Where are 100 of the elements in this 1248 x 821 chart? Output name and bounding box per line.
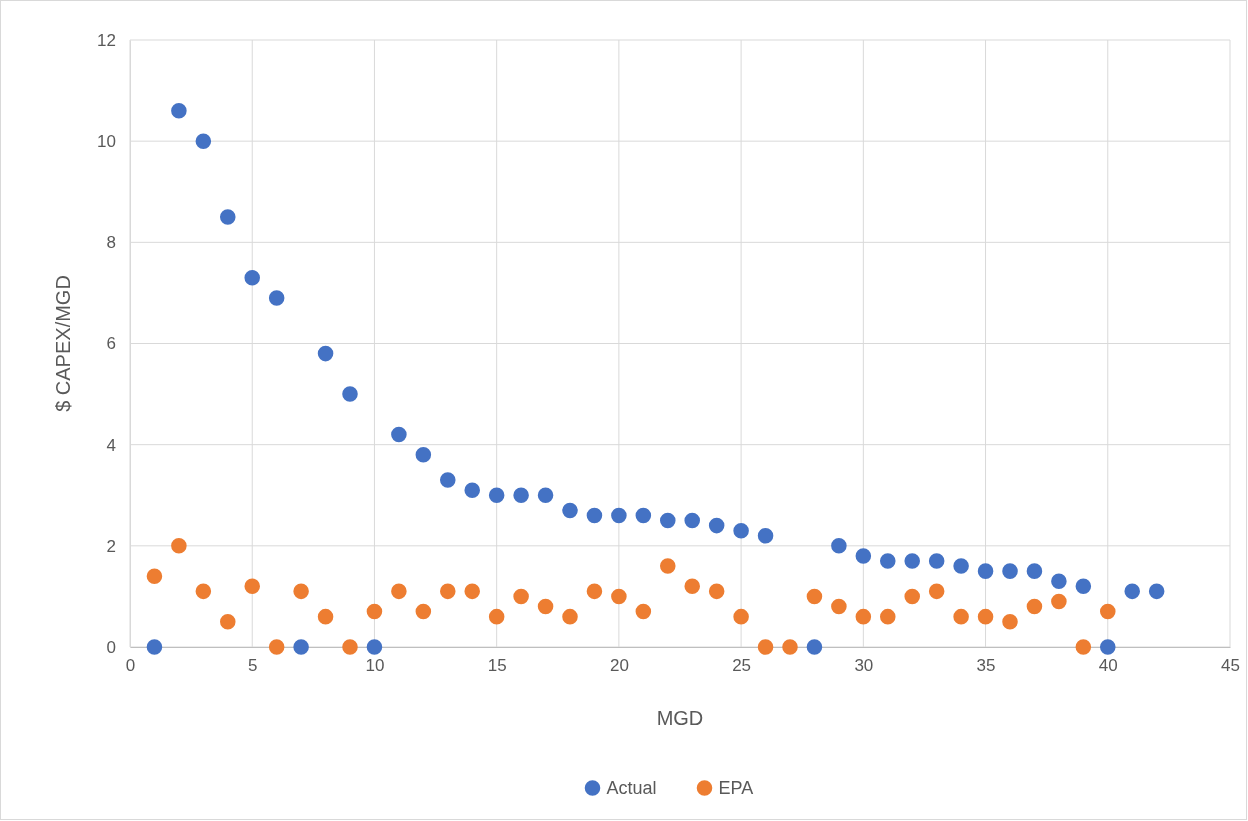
point <box>611 588 627 605</box>
point <box>611 507 627 524</box>
point <box>293 639 309 655</box>
y-tick-label: 8 <box>106 233 116 253</box>
point <box>855 548 872 564</box>
x-tick-label: 45 <box>1221 656 1240 676</box>
point <box>268 639 285 655</box>
point <box>464 482 480 498</box>
point <box>1100 603 1116 620</box>
point <box>488 608 505 625</box>
point <box>953 558 969 574</box>
point <box>928 583 945 600</box>
x-tick-label: 40 <box>1098 656 1118 676</box>
point <box>195 583 212 600</box>
point <box>782 639 798 655</box>
point <box>1002 563 1018 579</box>
point <box>757 639 774 655</box>
point <box>366 603 383 620</box>
point <box>708 517 725 534</box>
point <box>880 553 896 569</box>
point <box>171 538 187 554</box>
point <box>880 608 896 625</box>
point <box>562 608 578 625</box>
x-axis-title: MGD <box>656 707 704 729</box>
point <box>317 345 334 362</box>
point <box>1026 598 1043 615</box>
y-tick-label: 0 <box>106 637 116 657</box>
point <box>1051 593 1067 610</box>
point <box>317 608 334 625</box>
point <box>415 603 432 620</box>
point <box>488 487 505 504</box>
point <box>513 588 529 605</box>
legend-label: Actual <box>606 778 657 798</box>
x-tick-label: 5 <box>247 656 258 676</box>
x-tick-label: 35 <box>976 656 996 676</box>
point <box>146 568 163 584</box>
point <box>537 487 554 504</box>
point <box>1075 639 1092 655</box>
x-tick-label: 0 <box>125 656 136 676</box>
point <box>684 578 700 595</box>
x-tick-label: 15 <box>487 656 507 676</box>
point <box>1002 613 1018 630</box>
x-tick-label: 20 <box>609 656 629 676</box>
y-tick-label: 12 <box>97 30 116 50</box>
point <box>928 553 945 569</box>
y-tick-label: 2 <box>106 536 116 556</box>
point <box>513 487 529 504</box>
point <box>391 583 407 600</box>
point <box>977 608 994 625</box>
point <box>1124 583 1140 600</box>
point <box>440 583 456 600</box>
point <box>464 583 480 600</box>
point <box>977 563 994 579</box>
point <box>391 426 407 443</box>
point <box>635 507 652 524</box>
point <box>831 598 847 615</box>
point <box>342 386 358 402</box>
point <box>733 608 749 625</box>
point <box>146 639 163 655</box>
point <box>244 578 260 595</box>
point <box>904 553 920 569</box>
point <box>293 583 309 600</box>
x-tick-label: 30 <box>854 656 874 676</box>
point <box>1148 583 1165 600</box>
point <box>342 639 358 655</box>
point <box>195 133 212 149</box>
point <box>268 290 285 306</box>
point <box>1026 563 1043 579</box>
y-axis-title: $ CAPEX/MGD <box>52 275 74 412</box>
x-tick-label: 10 <box>365 656 385 676</box>
point <box>806 639 823 655</box>
point <box>953 608 969 625</box>
point <box>440 472 456 488</box>
point <box>1051 573 1067 589</box>
point <box>831 538 847 554</box>
point <box>220 613 236 630</box>
point <box>244 269 260 286</box>
point <box>733 522 749 539</box>
point <box>757 527 774 544</box>
point <box>1100 639 1116 655</box>
point <box>904 588 920 605</box>
point <box>415 447 432 463</box>
y-tick-label: 10 <box>97 132 116 152</box>
point <box>562 502 578 519</box>
point <box>684 512 700 529</box>
point <box>708 583 725 600</box>
point <box>537 598 554 615</box>
y-tick-label: 6 <box>106 334 116 354</box>
y-tick-label: 4 <box>106 435 116 455</box>
point <box>171 103 187 119</box>
point <box>635 603 652 620</box>
point <box>660 512 676 529</box>
point <box>586 507 603 524</box>
point <box>586 583 603 600</box>
point <box>660 558 676 574</box>
point <box>855 608 872 625</box>
point <box>366 639 383 655</box>
point <box>1075 578 1092 595</box>
legend-label: EPA <box>718 778 754 798</box>
x-tick-label: 25 <box>732 656 752 676</box>
